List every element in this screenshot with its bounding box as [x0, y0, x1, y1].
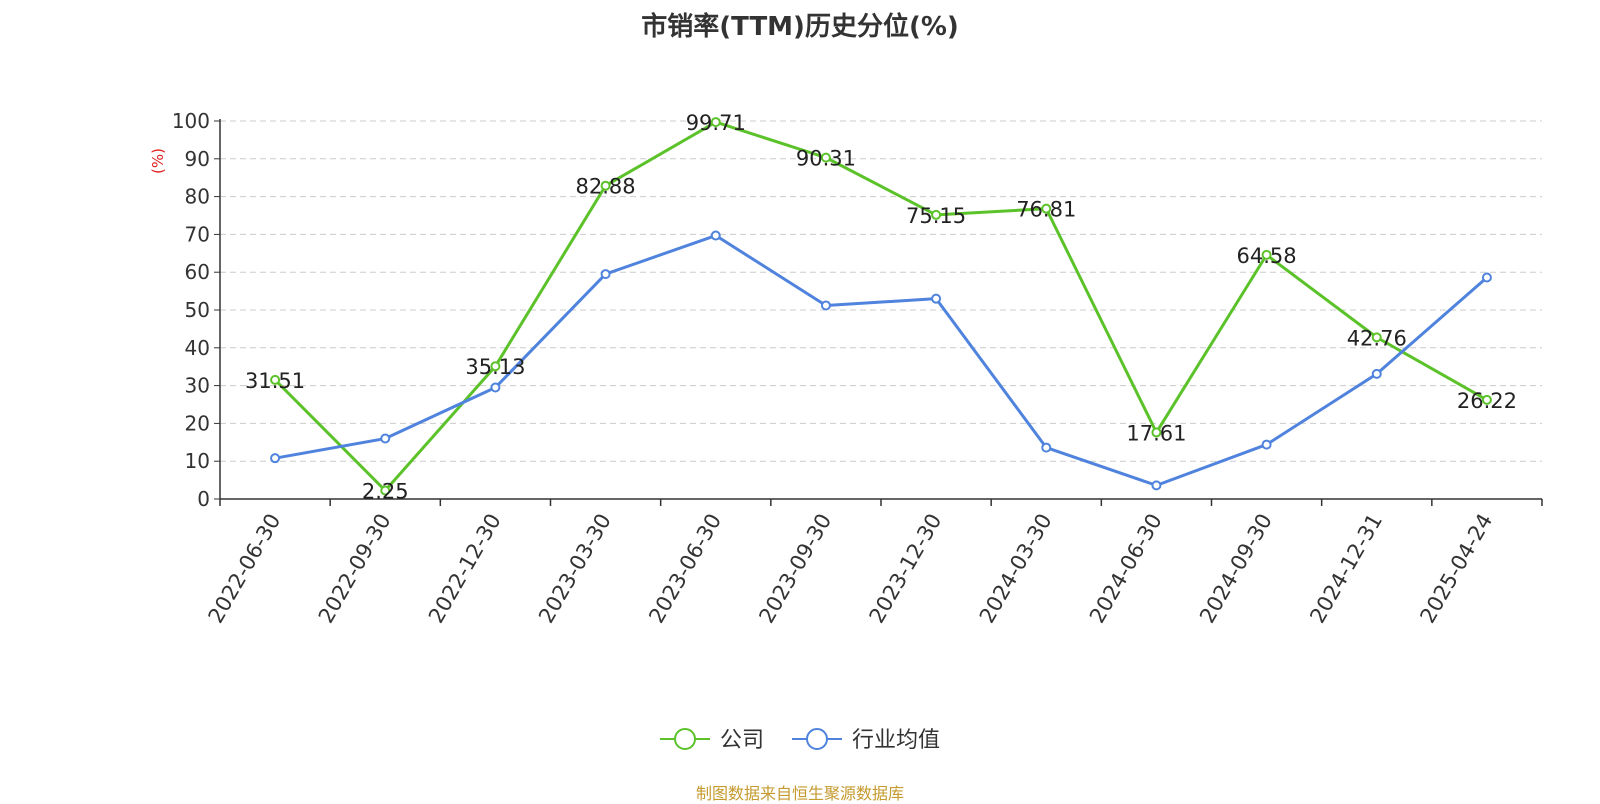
- data-label: 76.81: [1016, 198, 1076, 222]
- data-point-1[interactable]: [1371, 368, 1382, 379]
- y-tick-label: 30: [185, 374, 210, 398]
- x-tick-label: 2024-09-30: [1195, 510, 1277, 628]
- legend-item-1[interactable]: 行业均值: [792, 728, 940, 753]
- y-tick-label: 90: [185, 147, 210, 171]
- data-point-1[interactable]: [710, 230, 721, 241]
- data-label: 2.25: [362, 479, 409, 503]
- x-tick-label: 2023-03-30: [534, 510, 616, 628]
- data-point-1[interactable]: [1261, 439, 1272, 450]
- series-line-1: [274, 234, 1488, 487]
- data-point-0[interactable]: [600, 180, 611, 191]
- data-label: 90.31: [796, 147, 856, 171]
- data-label: 82.88: [576, 175, 636, 199]
- grid-layer: [220, 120, 1542, 462]
- data-point-0[interactable]: [820, 152, 831, 163]
- y-tick-label: 40: [185, 336, 210, 360]
- series-line-0: [274, 120, 1488, 492]
- data-label: 17.61: [1126, 421, 1186, 445]
- legend-marker-icon: [674, 728, 696, 750]
- y-tick-label: 80: [185, 185, 210, 209]
- x-tick-label: 2023-09-30: [754, 510, 836, 628]
- x-tick-label: 2022-12-30: [424, 510, 506, 628]
- x-tick-label: 2022-09-30: [314, 510, 396, 628]
- x-tick-label: 2024-03-30: [975, 510, 1057, 628]
- series-layer: [270, 117, 1492, 496]
- data-label: 99.71: [686, 111, 746, 135]
- data-point-1[interactable]: [380, 433, 391, 444]
- x-tick-label: 2024-12-31: [1305, 510, 1387, 628]
- data-point-1[interactable]: [490, 382, 501, 393]
- data-point-1[interactable]: [600, 269, 611, 280]
- data-label-layer: 31.51 2.25 35.13 82.88 99.71 90.31 75.15 76.81 1…: [245, 111, 1517, 503]
- y-tick-label: 50: [185, 298, 210, 322]
- data-point-0[interactable]: [490, 361, 501, 372]
- y-tick-label: 10: [185, 449, 210, 473]
- legend-marker-icon: [806, 728, 828, 750]
- data-source-note: 制图数据来自恒生聚源数据库: [695, 784, 904, 803]
- data-point-1[interactable]: [1151, 480, 1162, 491]
- data-point-0[interactable]: [710, 117, 721, 128]
- data-label: 31.51: [245, 369, 305, 393]
- legend-label: 行业均值: [852, 728, 940, 753]
- x-tick-label: 2023-06-30: [644, 510, 726, 628]
- data-point-1[interactable]: [820, 300, 831, 311]
- data-label: 42.76: [1347, 326, 1407, 350]
- legend-item-0[interactable]: 公司: [660, 728, 764, 753]
- y-tick-label: 0: [197, 487, 210, 511]
- data-label: 75.15: [906, 204, 966, 228]
- axis-layer: 0 10 20 30 40 50 60 70 80 90 100 (%) 2022-06-30 2022-…: [149, 109, 1543, 628]
- y-tick-label: 100: [172, 109, 210, 133]
- legend-label: 公司: [720, 728, 764, 753]
- data-label: 26.22: [1457, 389, 1517, 413]
- data-label: 35.13: [465, 355, 525, 379]
- data-point-1[interactable]: [931, 293, 942, 304]
- data-point-0[interactable]: [1041, 203, 1052, 214]
- x-tick-label: 2022-06-30: [204, 510, 286, 628]
- y-axis-label: (%): [149, 148, 167, 174]
- data-point-1[interactable]: [1041, 442, 1052, 453]
- legend: 公司 行业均值: [660, 728, 940, 753]
- data-point-0[interactable]: [931, 209, 942, 220]
- chart-title: 市销率(TTM)历史分位(%): [641, 12, 959, 42]
- data-point-0[interactable]: [380, 485, 391, 496]
- y-tick-label: 20: [185, 411, 210, 435]
- data-label: 64.58: [1237, 244, 1297, 268]
- y-tick-label: 70: [185, 222, 210, 246]
- data-point-1[interactable]: [270, 453, 281, 464]
- x-tick-label: 2025-04-24: [1415, 510, 1497, 628]
- data-point-0[interactable]: [1151, 427, 1162, 438]
- y-tick-label: 60: [185, 260, 210, 284]
- data-point-0[interactable]: [1481, 394, 1492, 405]
- data-point-0[interactable]: [1371, 332, 1382, 343]
- x-tick-label: 2024-06-30: [1085, 510, 1167, 628]
- data-point-0[interactable]: [270, 374, 281, 385]
- data-point-1[interactable]: [1481, 272, 1492, 283]
- data-point-0[interactable]: [1261, 249, 1272, 260]
- x-tick-label: 2023-12-30: [865, 510, 947, 628]
